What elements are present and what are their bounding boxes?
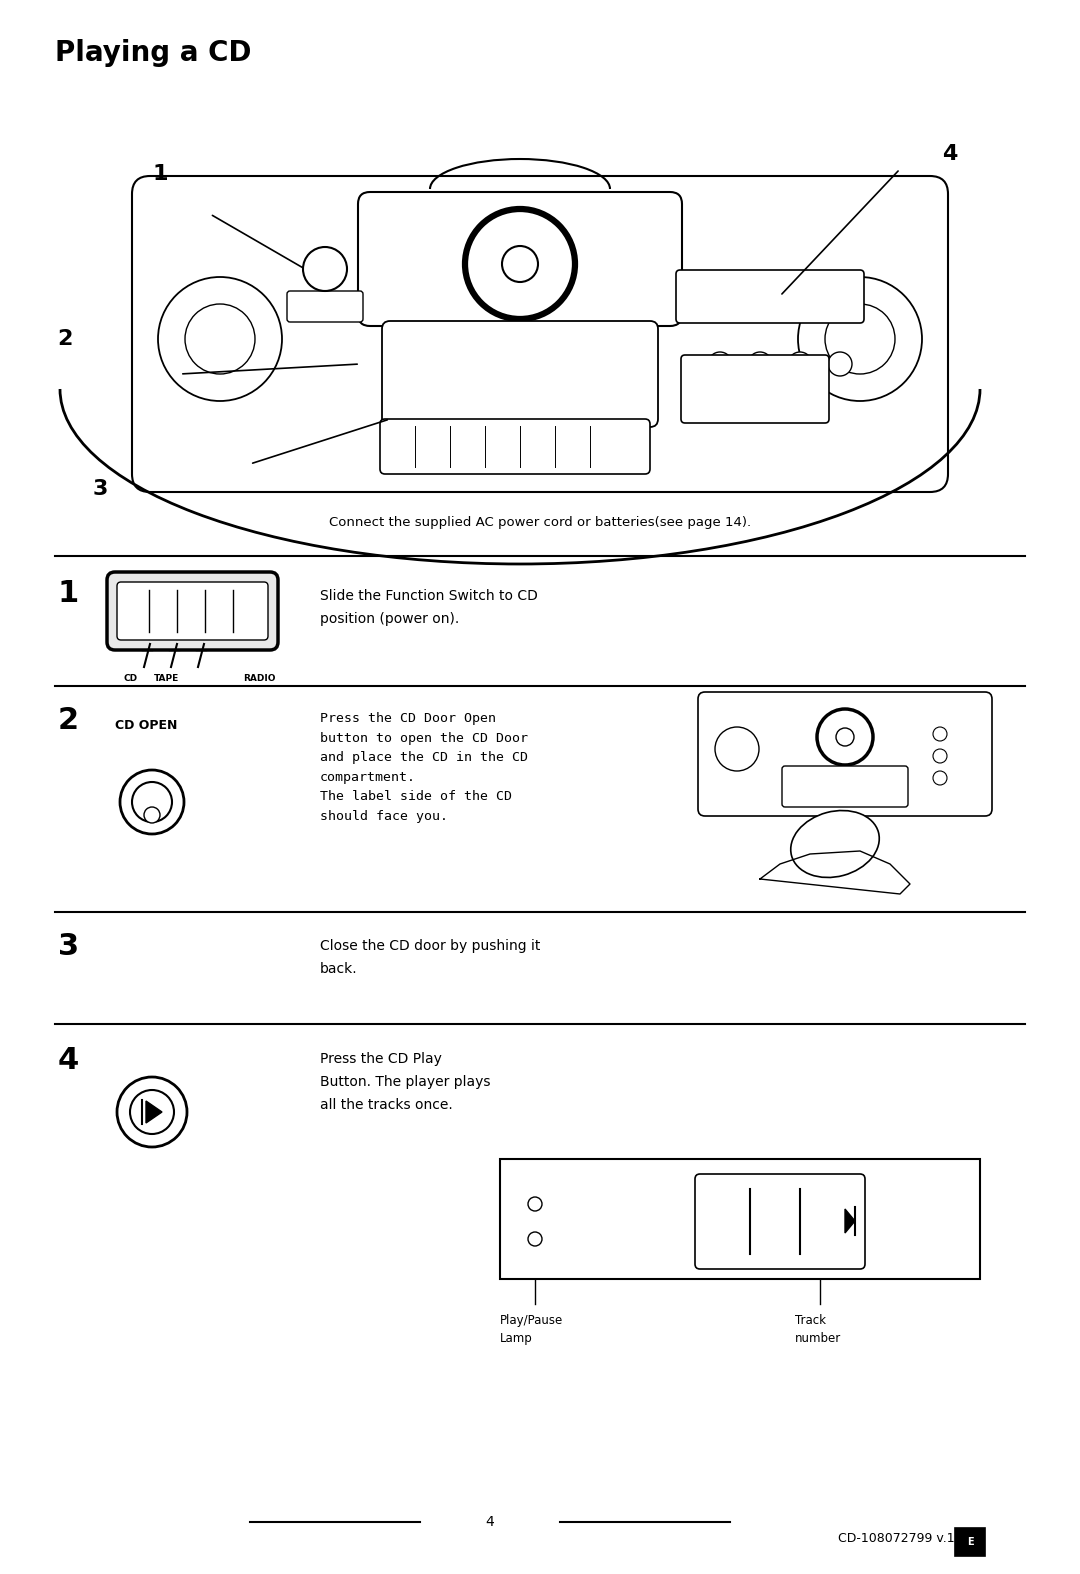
Text: 4: 4 bbox=[943, 143, 958, 164]
Circle shape bbox=[708, 353, 732, 376]
FancyBboxPatch shape bbox=[696, 1174, 865, 1269]
Text: Press the CD Door Open
button to open the CD Door
and place the CD in the CD
com: Press the CD Door Open button to open th… bbox=[320, 711, 528, 823]
Text: CD-108072799 v.1: CD-108072799 v.1 bbox=[838, 1533, 955, 1546]
FancyBboxPatch shape bbox=[698, 693, 993, 815]
FancyBboxPatch shape bbox=[681, 356, 829, 423]
Text: 2: 2 bbox=[58, 707, 79, 735]
Polygon shape bbox=[146, 1100, 162, 1122]
Circle shape bbox=[788, 353, 812, 376]
Circle shape bbox=[144, 807, 160, 823]
Circle shape bbox=[798, 277, 922, 401]
Text: Play/Pause
Lamp: Play/Pause Lamp bbox=[500, 1314, 564, 1346]
Text: TAPE: TAPE bbox=[154, 674, 179, 683]
Circle shape bbox=[828, 353, 852, 376]
Circle shape bbox=[130, 1091, 174, 1133]
FancyBboxPatch shape bbox=[132, 176, 948, 493]
FancyBboxPatch shape bbox=[287, 291, 363, 323]
Circle shape bbox=[836, 729, 854, 746]
FancyBboxPatch shape bbox=[357, 192, 681, 326]
Circle shape bbox=[748, 353, 772, 376]
Circle shape bbox=[502, 246, 538, 282]
FancyBboxPatch shape bbox=[380, 419, 650, 474]
FancyBboxPatch shape bbox=[676, 271, 864, 323]
Text: 3: 3 bbox=[92, 478, 108, 499]
Circle shape bbox=[117, 1077, 187, 1147]
FancyBboxPatch shape bbox=[382, 321, 658, 427]
Text: E: E bbox=[967, 1536, 973, 1547]
Text: 1: 1 bbox=[58, 579, 79, 608]
FancyBboxPatch shape bbox=[117, 582, 268, 641]
Ellipse shape bbox=[791, 811, 879, 877]
Text: CD: CD bbox=[123, 674, 137, 683]
Text: 4: 4 bbox=[486, 1516, 495, 1528]
Circle shape bbox=[132, 782, 172, 822]
Circle shape bbox=[933, 727, 947, 741]
Circle shape bbox=[816, 708, 873, 765]
Circle shape bbox=[465, 209, 575, 320]
Circle shape bbox=[933, 771, 947, 785]
Text: Close the CD door by pushing it
back.: Close the CD door by pushing it back. bbox=[320, 940, 540, 976]
Circle shape bbox=[800, 379, 820, 398]
Text: Connect the supplied AC power cord or batteries(see page 14).: Connect the supplied AC power cord or ba… bbox=[329, 516, 751, 529]
Text: Slide the Function Switch to CD
position (power on).: Slide the Function Switch to CD position… bbox=[320, 589, 538, 626]
Circle shape bbox=[760, 379, 780, 398]
Circle shape bbox=[528, 1232, 542, 1247]
Text: 4: 4 bbox=[58, 1047, 79, 1075]
Text: 1: 1 bbox=[152, 164, 167, 184]
FancyBboxPatch shape bbox=[107, 571, 278, 650]
Text: RADIO: RADIO bbox=[243, 674, 275, 683]
Circle shape bbox=[528, 1196, 542, 1210]
Text: 3: 3 bbox=[58, 932, 79, 962]
Circle shape bbox=[715, 727, 759, 771]
Circle shape bbox=[303, 247, 347, 291]
Polygon shape bbox=[845, 1209, 855, 1232]
Text: Playing a CD: Playing a CD bbox=[55, 39, 252, 68]
FancyBboxPatch shape bbox=[500, 1158, 980, 1280]
Text: Press the CD Play
Button. The player plays
all the tracks once.: Press the CD Play Button. The player pla… bbox=[320, 1051, 490, 1111]
Circle shape bbox=[120, 770, 184, 834]
Circle shape bbox=[933, 749, 947, 763]
Circle shape bbox=[158, 277, 282, 401]
Text: Track
number: Track number bbox=[795, 1314, 841, 1346]
FancyBboxPatch shape bbox=[782, 767, 908, 807]
FancyBboxPatch shape bbox=[955, 1528, 985, 1557]
Circle shape bbox=[185, 304, 255, 375]
Circle shape bbox=[720, 379, 740, 398]
Text: 2: 2 bbox=[57, 329, 72, 349]
Text: CD OPEN: CD OPEN bbox=[114, 719, 177, 732]
Circle shape bbox=[825, 304, 895, 375]
